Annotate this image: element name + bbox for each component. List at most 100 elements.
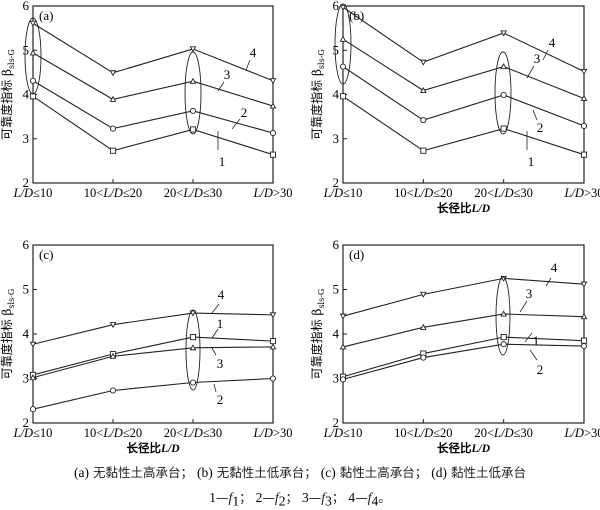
series-line <box>32 80 274 134</box>
y-tick-label: 6 <box>333 237 340 252</box>
data-point-circle <box>189 107 197 114</box>
series-leader-line <box>532 109 538 121</box>
y-axis-label: 可靠度指标 βsls-G <box>0 49 16 140</box>
series-leader-line <box>211 328 219 339</box>
series-leader-line <box>231 118 241 130</box>
data-point-square <box>189 334 197 341</box>
series-label: 3 <box>526 286 533 301</box>
caption-line-1: (a) 无黏性土高承台； (b) 无黏性土低承台； (c) 黏性土高承台； (d… <box>0 462 600 481</box>
data-point-triangle-up <box>339 343 347 350</box>
data-point-square <box>339 93 347 100</box>
caption-d: (d) 黏性土低承台 <box>431 465 526 480</box>
data-point-triangle-up <box>109 95 117 102</box>
data-point-square <box>580 151 588 158</box>
series-line <box>342 38 585 99</box>
panel-label: (a) <box>39 8 53 23</box>
data-point-circle <box>500 341 507 348</box>
data-point-triangle-up <box>109 352 117 359</box>
x-tick-label: 10<L/D≤20 <box>84 426 142 440</box>
series-leader-line <box>542 49 549 61</box>
series-4: 4 <box>339 260 588 320</box>
data-point-circle <box>339 63 347 70</box>
y-tick-label: 2 <box>333 415 340 430</box>
x-tick-label: 20<L/D≤30 <box>164 186 222 200</box>
series-label: 1 <box>219 154 226 169</box>
x-tick-label: L/D>30 <box>563 186 600 200</box>
series-leader-line <box>211 347 217 356</box>
highlight-ellipse <box>494 51 512 135</box>
data-point-triangle-down <box>109 70 117 77</box>
data-point-triangle-down <box>269 78 277 85</box>
series-leader-line <box>529 349 538 361</box>
y-tick-label: 5 <box>23 282 30 297</box>
series-label: 4 <box>549 35 556 50</box>
data-point-triangle-up <box>269 343 277 350</box>
data-point-square <box>420 147 427 154</box>
data-point-triangle-up <box>269 102 277 109</box>
data-point-circle <box>580 122 588 129</box>
data-point-triangle-up <box>339 35 347 42</box>
data-point-square <box>580 337 588 344</box>
series-line <box>32 52 274 107</box>
series-line <box>32 95 274 156</box>
series-1: 1 <box>339 332 588 380</box>
series-2: 2 <box>29 77 277 137</box>
data-point-triangle-up <box>500 63 508 70</box>
plot-frame <box>342 244 585 424</box>
series-1: 1 <box>339 93 588 169</box>
series-label: 2 <box>537 362 544 377</box>
y-tick-label: 2 <box>23 415 30 430</box>
series-line <box>342 6 585 72</box>
series-line <box>32 336 274 376</box>
data-point-circle <box>29 77 37 84</box>
y-tick-label: 6 <box>333 0 340 13</box>
y-tick-label: 5 <box>23 42 30 57</box>
series-leader-line <box>526 65 535 79</box>
series-label: 2 <box>537 120 544 135</box>
highlight-ellipse <box>495 276 511 356</box>
y-tick-label: 4 <box>333 87 340 102</box>
x-tick-label: 20<L/D≤30 <box>474 426 532 440</box>
y-tick-label: 6 <box>23 237 30 252</box>
series-label: 4 <box>218 287 225 302</box>
series-2: 2 <box>29 375 277 413</box>
x-axis-label: 长径比L/D <box>126 441 180 455</box>
data-point-triangle-up <box>500 310 508 317</box>
highlight-ellipse <box>334 3 352 85</box>
y-tick-label: 4 <box>333 326 340 341</box>
data-point-square <box>189 126 197 133</box>
series-leader-line <box>211 303 220 314</box>
x-tick-label: 20<L/D≤30 <box>164 426 222 440</box>
series-line <box>342 66 585 127</box>
legend-key-4: 4—f4。 <box>348 490 391 509</box>
series-label: 4 <box>250 45 257 60</box>
series-leader-line <box>245 59 251 71</box>
series-4: 4 <box>29 287 277 348</box>
data-point-circle <box>189 379 197 386</box>
data-point-triangle-down <box>29 341 37 348</box>
series-4: 4 <box>339 4 588 76</box>
data-point-circle <box>109 125 117 132</box>
y-tick-label: 6 <box>23 0 30 13</box>
x-axis-label: 长径比L/D <box>437 201 491 215</box>
y-tick-label: 3 <box>333 131 340 146</box>
series-label: 4 <box>551 260 558 275</box>
data-point-circle <box>339 376 347 383</box>
y-tick-label: 2 <box>333 175 340 190</box>
data-point-triangle-down <box>29 20 37 27</box>
series-3: 3 <box>339 286 588 350</box>
data-point-triangle-down <box>189 46 197 53</box>
data-point-triangle-up <box>580 94 588 102</box>
data-point-circle <box>109 387 117 394</box>
legend-key-1: 1—f1； <box>209 490 252 509</box>
x-tick-label: L/D>30 <box>563 426 600 440</box>
data-point-triangle-down <box>339 313 347 320</box>
data-point-triangle-up <box>29 49 37 56</box>
data-point-circle <box>580 342 588 350</box>
y-tick-label: 4 <box>23 326 30 341</box>
highlight-ellipse <box>184 51 202 135</box>
series-line <box>32 346 274 379</box>
chart-panel-b: 23456L/D≤1010<L/D≤2020<L/D≤30L/D>30可靠度指标… <box>309 0 600 215</box>
panel-label: (c) <box>39 247 53 262</box>
series-line <box>32 377 274 410</box>
